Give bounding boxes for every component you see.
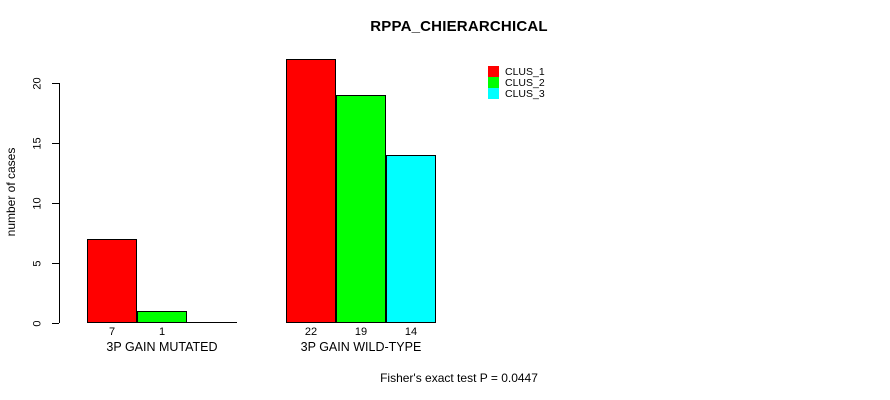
bar	[386, 155, 436, 323]
y-tick-label: 20	[31, 76, 43, 90]
bar	[336, 95, 386, 323]
bar-zero	[187, 321, 237, 323]
y-axis-tick	[52, 82, 59, 84]
legend-label: CLUS_1	[505, 65, 545, 78]
y-tick-label: 0	[31, 319, 43, 327]
y-axis-tick	[52, 322, 59, 324]
bar-value-label: 1	[158, 326, 166, 338]
y-axis-line	[59, 83, 60, 323]
legend-label: CLUS_3	[505, 87, 545, 100]
bar-value-label: 22	[304, 326, 318, 338]
chart-title: RPPA_CHIERARCHICAL	[370, 18, 548, 35]
legend-swatch	[488, 66, 499, 77]
bar	[286, 59, 336, 323]
legend-swatch	[488, 77, 499, 88]
category-label: 3P GAIN MUTATED	[106, 340, 218, 354]
y-axis-tick	[52, 262, 59, 264]
y-axis-tick	[52, 142, 59, 144]
y-axis-label: number of cases	[4, 147, 18, 237]
bar-value-label: 19	[354, 326, 368, 338]
legend-label: CLUS_2	[505, 76, 545, 89]
bar-value-label: 14	[404, 326, 418, 338]
y-tick-label: 5	[31, 259, 43, 267]
category-label: 3P GAIN WILD-TYPE	[300, 340, 422, 354]
fisher-test-annotation: Fisher's exact test P = 0.0447	[380, 371, 538, 385]
bar	[137, 311, 187, 323]
y-axis-tick	[52, 202, 59, 204]
bar	[87, 239, 137, 323]
y-tick-label: 15	[31, 136, 43, 150]
legend-swatch	[488, 88, 499, 99]
y-tick-label: 10	[31, 196, 43, 210]
bar-value-label: 7	[108, 326, 116, 338]
